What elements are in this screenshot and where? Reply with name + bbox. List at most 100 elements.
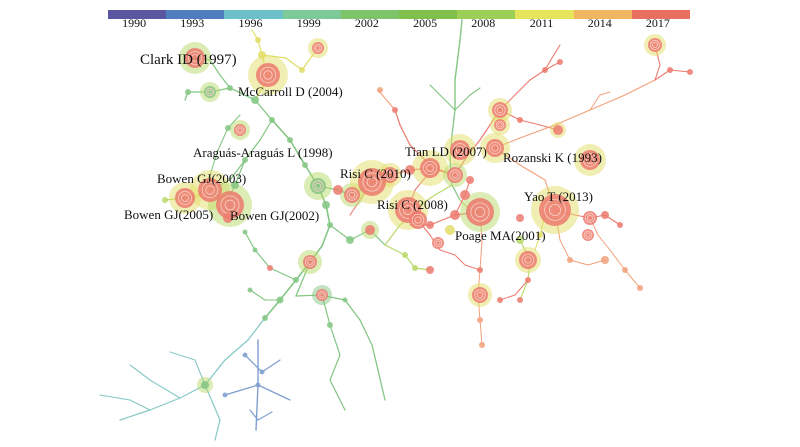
network-node[interactable] xyxy=(525,277,531,283)
network-node[interactable] xyxy=(382,167,398,183)
network-node[interactable] xyxy=(667,67,673,73)
network-node[interactable] xyxy=(227,85,233,91)
network-node[interactable] xyxy=(242,157,248,163)
network-node[interactable] xyxy=(492,102,508,118)
network-node[interactable] xyxy=(517,117,523,123)
network-node[interactable] xyxy=(460,190,470,200)
network-node[interactable] xyxy=(185,89,191,95)
network-node[interactable] xyxy=(175,188,195,208)
network-node[interactable] xyxy=(310,178,326,194)
network-node[interactable] xyxy=(687,69,693,75)
network-node[interactable] xyxy=(567,257,573,263)
network-node[interactable] xyxy=(327,222,333,228)
network-node[interactable] xyxy=(299,67,305,73)
network-edge xyxy=(454,254,466,266)
network-node[interactable] xyxy=(342,297,348,303)
network-node[interactable] xyxy=(580,150,600,170)
network-node[interactable] xyxy=(242,352,248,358)
network-node[interactable] xyxy=(358,168,386,196)
network-node[interactable] xyxy=(477,317,483,323)
network-node[interactable] xyxy=(516,236,524,244)
network-node[interactable] xyxy=(198,178,222,202)
network-node[interactable] xyxy=(255,37,261,43)
network-node[interactable] xyxy=(539,194,571,226)
network-node[interactable] xyxy=(231,181,239,189)
network-node[interactable] xyxy=(412,265,418,271)
network-node[interactable] xyxy=(426,221,434,229)
network-node[interactable] xyxy=(201,381,209,389)
network-node[interactable] xyxy=(477,267,483,273)
network-node[interactable] xyxy=(516,214,524,222)
network-node[interactable] xyxy=(252,247,258,253)
network-node[interactable] xyxy=(293,277,299,283)
network-node[interactable] xyxy=(617,222,623,228)
network-node[interactable] xyxy=(622,267,628,273)
network-node[interactable] xyxy=(466,198,494,226)
network-node[interactable] xyxy=(302,162,308,168)
network-node[interactable] xyxy=(185,48,205,68)
network-node[interactable] xyxy=(258,51,266,59)
network-node[interactable] xyxy=(450,210,460,220)
network-node[interactable] xyxy=(346,236,354,244)
network-node[interactable] xyxy=(242,229,248,235)
network-node[interactable] xyxy=(269,117,275,123)
label-bowen-2005: Bowen GJ(2005) xyxy=(124,207,213,222)
network-edge xyxy=(519,124,556,139)
network-node[interactable] xyxy=(222,392,228,398)
network-node[interactable] xyxy=(267,265,273,271)
node-ring xyxy=(426,164,434,172)
network-node[interactable] xyxy=(216,191,244,219)
network-node[interactable] xyxy=(519,251,537,269)
network-node[interactable] xyxy=(365,225,375,235)
network-node[interactable] xyxy=(542,67,548,73)
network-node[interactable] xyxy=(223,213,233,223)
network-node[interactable] xyxy=(426,266,434,274)
network-node[interactable] xyxy=(553,125,563,135)
network-node[interactable] xyxy=(392,107,398,113)
network-node[interactable] xyxy=(472,287,488,303)
network-node[interactable] xyxy=(445,225,455,235)
network-node[interactable] xyxy=(344,187,360,203)
network-node[interactable] xyxy=(287,137,293,143)
network-node[interactable] xyxy=(479,342,485,348)
network-node[interactable] xyxy=(601,256,609,264)
timeline-year-labels: 1990 1993 1996 1999 2002 2005 2008 2011 2014 2017 xyxy=(108,16,690,32)
network-edge xyxy=(217,127,229,151)
network-node[interactable] xyxy=(251,96,259,104)
network-node[interactable] xyxy=(637,285,643,291)
node-ring xyxy=(586,156,594,164)
network-node[interactable] xyxy=(409,211,427,229)
network-node[interactable] xyxy=(256,63,280,87)
network-node[interactable] xyxy=(247,287,253,293)
network-node[interactable] xyxy=(262,315,268,321)
network-edge xyxy=(597,234,611,251)
network-node[interactable] xyxy=(450,140,470,160)
network-node[interactable] xyxy=(420,158,440,178)
node-ring xyxy=(495,120,505,130)
network-node[interactable] xyxy=(557,59,563,65)
network-node[interactable] xyxy=(255,382,261,388)
network-node[interactable] xyxy=(327,322,333,328)
timeline-year-label: 1993 xyxy=(180,16,205,30)
network-node[interactable] xyxy=(405,165,415,175)
network-node[interactable] xyxy=(322,201,330,209)
network-node[interactable] xyxy=(333,185,343,195)
network-node[interactable] xyxy=(162,197,168,203)
network-node[interactable] xyxy=(517,297,523,303)
network-edge xyxy=(519,164,546,181)
network-node[interactable] xyxy=(259,369,265,375)
network-node[interactable] xyxy=(537,232,543,238)
network-node[interactable] xyxy=(601,211,609,219)
network-node[interactable] xyxy=(276,296,284,304)
network-node[interactable] xyxy=(497,297,503,303)
network-node[interactable] xyxy=(447,167,463,183)
network-node[interactable] xyxy=(486,139,504,157)
node-ring xyxy=(348,191,356,199)
node-ring xyxy=(235,125,245,135)
network-node[interactable] xyxy=(377,87,383,93)
network-node[interactable] xyxy=(466,176,474,184)
network-node[interactable] xyxy=(225,125,231,131)
node-ring xyxy=(259,66,277,84)
timeline-segment xyxy=(340,10,400,19)
network-node[interactable] xyxy=(402,252,408,258)
